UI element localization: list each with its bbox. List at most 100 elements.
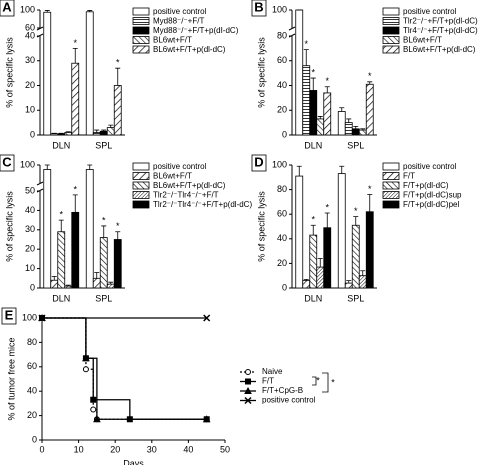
y-tick-label: 20	[27, 410, 37, 420]
legend-swatch	[132, 7, 150, 16]
legend-label: BL6wt+F/T+p(dl-dC)	[403, 45, 476, 54]
y-tick-label: 30	[25, 55, 35, 65]
error-bar	[108, 124, 114, 128]
bar	[337, 111, 346, 136]
error-bar	[310, 77, 316, 91]
legend-marker	[245, 378, 251, 385]
y-tick-label: 60	[277, 209, 287, 219]
marker	[93, 415, 101, 423]
y-tick-label: 50	[25, 185, 35, 195]
x-axis-label: Days	[123, 458, 144, 465]
y-tick-label: 20	[25, 244, 35, 254]
panel-label-box	[1, 307, 17, 325]
bar	[92, 277, 101, 289]
bar	[85, 169, 94, 289]
legend-label: F/T+p(dl-dC)pel	[403, 200, 459, 209]
legend-swatch	[132, 26, 150, 35]
error-bar	[317, 258, 323, 268]
significance-star: *	[316, 375, 320, 385]
y-tick-label: 10	[25, 263, 35, 273]
significance-bracket	[312, 372, 329, 393]
panel-label: E	[5, 307, 14, 322]
y-axis-label: % of specific lysis	[256, 37, 266, 108]
error-bar	[115, 231, 121, 240]
y-tick-label: 80	[27, 337, 37, 347]
bar	[344, 122, 353, 136]
bar	[99, 237, 108, 289]
x-tick-label: 10	[74, 444, 84, 454]
significance-star: *	[368, 71, 372, 81]
error-bar	[101, 225, 107, 238]
legend-swatch	[382, 36, 400, 44]
y-tick-label: 100	[20, 4, 35, 14]
y-tick-label: 0	[282, 129, 287, 139]
bar	[50, 133, 59, 136]
bar	[43, 11, 52, 136]
significance-star: *	[59, 209, 63, 219]
y-axis-label: % of specific lysis	[256, 191, 266, 262]
marker	[202, 415, 211, 423]
axis-break	[288, 26, 296, 31]
bar	[351, 128, 360, 136]
error-bar	[339, 165, 345, 174]
error-bar	[72, 194, 78, 213]
legend-label: F/T+p(dl-dC)sup	[403, 191, 462, 200]
legend-label: F/T+p(dl-dC)	[403, 181, 449, 190]
bar	[43, 169, 52, 289]
error-bar	[94, 129, 100, 133]
axis-break	[36, 188, 44, 193]
error-bar	[360, 270, 366, 276]
panel-label: C	[2, 154, 12, 169]
y-tick-label: 0	[282, 282, 287, 292]
y-tick-label: 20	[25, 80, 35, 90]
y-axis-label: % of specific lysis	[4, 37, 14, 108]
bar	[309, 234, 318, 289]
error-bar	[346, 118, 352, 123]
y-tick-label: 40	[277, 80, 287, 90]
error-bar	[72, 47, 78, 64]
y-tick-label: 60	[25, 22, 35, 32]
bar	[302, 65, 311, 136]
error-bar	[115, 67, 121, 86]
y-tick-label: 20	[277, 258, 287, 268]
panel-label-box	[251, 0, 267, 17]
legend-swatch	[382, 7, 400, 16]
bar	[92, 132, 101, 136]
legend-swatch	[382, 181, 400, 190]
marker	[38, 314, 46, 322]
error-bar	[101, 129, 107, 132]
significance-star: *	[354, 206, 358, 216]
legend-label: F/T	[262, 377, 274, 386]
bar	[323, 92, 332, 136]
significance-star: *	[304, 39, 308, 49]
marker	[90, 406, 97, 413]
significance-star: *	[325, 202, 329, 212]
x-tick-label: DLN	[52, 293, 70, 303]
y-tick-label: 0	[30, 129, 35, 139]
error-bar	[108, 281, 114, 285]
bar	[365, 83, 374, 136]
x-tick-label: 50	[220, 444, 230, 454]
bar	[344, 282, 353, 289]
legend-label: positive control	[403, 162, 457, 171]
bar	[295, 175, 304, 289]
significance-star: *	[116, 58, 120, 68]
y-tick-label: 60	[277, 55, 287, 65]
legend-marker	[244, 386, 252, 394]
y-tick-label: 20	[277, 105, 287, 115]
bar	[64, 285, 73, 289]
panel-label-box	[251, 154, 267, 172]
marker	[82, 366, 89, 373]
legend-marker	[245, 369, 251, 375]
x-tick-label: SPL	[347, 140, 364, 150]
significance-star: *	[73, 184, 77, 194]
legend-swatch	[382, 17, 400, 25]
survival-line	[42, 317, 207, 420]
legend-label: positive control	[403, 7, 457, 16]
y-tick-label: 80	[277, 184, 287, 194]
panel-label: B	[254, 0, 263, 14]
axis-break	[36, 33, 44, 38]
panel-label-box	[0, 154, 15, 172]
legend-label: Naive	[262, 367, 283, 376]
